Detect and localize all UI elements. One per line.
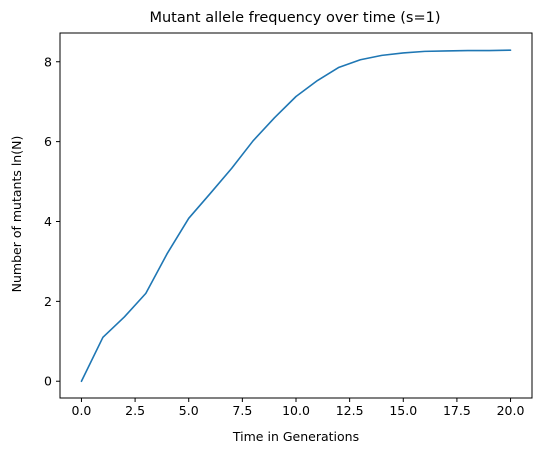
y-tick-label: 0 (44, 374, 52, 389)
x-tick-label: 15.0 (389, 403, 417, 418)
x-tick-label: 12.5 (336, 403, 364, 418)
series-line (80, 49, 512, 383)
y-axis-label: Number of mutants ln(N) (9, 136, 24, 293)
y-tick-label: 2 (44, 294, 52, 309)
plot-frame (59, 32, 533, 399)
y-tick-label: 4 (44, 214, 52, 229)
x-tick-label: 17.5 (443, 403, 471, 418)
x-tick-label: 7.5 (232, 403, 252, 418)
x-axis-label: Time in Generations (232, 429, 359, 444)
plot-area (80, 49, 512, 383)
x-tick-label: 2.5 (125, 403, 145, 418)
y-tick-label: 6 (44, 134, 52, 149)
x-tick-label: 10.0 (282, 403, 310, 418)
y-axis: 0 2 4 6 8 (44, 54, 60, 389)
chart-title: Mutant allele frequency over time (s=1) (149, 10, 440, 26)
x-tick-label: 0.0 (72, 403, 92, 418)
y-tick-label: 8 (44, 54, 52, 69)
x-tick-label: 5.0 (179, 403, 199, 418)
x-tick-label: 20.0 (497, 403, 525, 418)
x-axis: 0.0 2.5 5.0 7.5 10.0 12.5 15.0 17.5 20.0 (72, 398, 525, 418)
